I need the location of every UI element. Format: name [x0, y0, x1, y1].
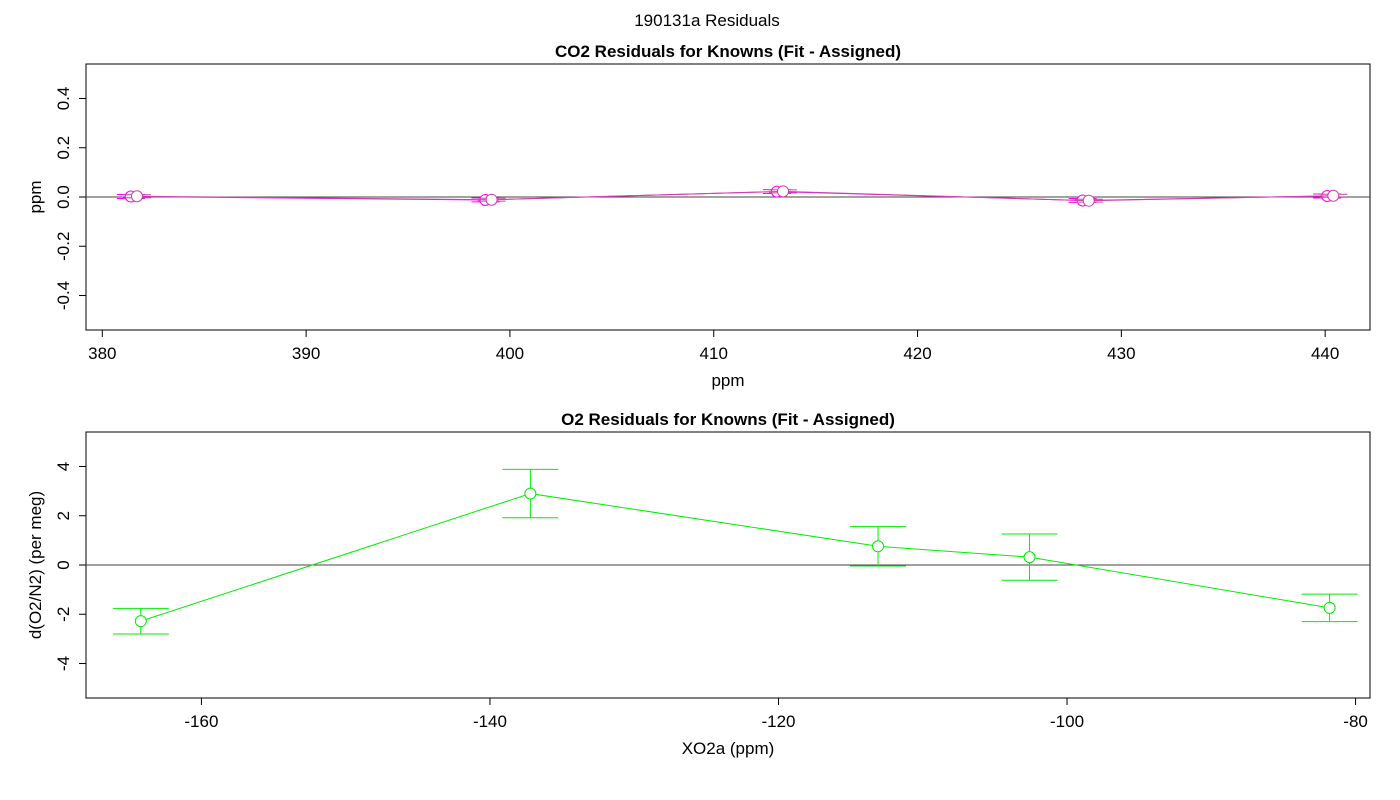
- suptitle: 190131a Residuals: [634, 11, 780, 30]
- o2-panel-title: O2 Residuals for Knowns (Fit - Assigned): [561, 410, 895, 429]
- co2-x-tick-label: 390: [292, 344, 320, 363]
- co2-data-point: [485, 193, 498, 206]
- co2-y-tick-label: -0.4: [54, 281, 73, 310]
- o2-y-tick-label: 0: [54, 560, 73, 569]
- o2-data-layer: [86, 468, 1370, 635]
- o2-x-tick-label: -100: [1050, 712, 1084, 731]
- co2-data-point: [130, 190, 143, 203]
- co2-x-tick-label: 380: [88, 344, 116, 363]
- co2-series-line: [136, 190, 1334, 202]
- co2-data-point: [777, 185, 790, 198]
- co2-x-tick-label: 410: [700, 344, 728, 363]
- o2-residuals-panel: O2 Residuals for Knowns (Fit - Assigned)…: [26, 410, 1371, 758]
- co2-x-tick-label: 440: [1311, 344, 1339, 363]
- co2-x-tick-label: 420: [903, 344, 931, 363]
- co2-y-ticks: -0.4 -0.2 0.0 0.2 0.4: [54, 87, 86, 310]
- o2-data-point: [872, 540, 885, 553]
- o2-x-axis-label: XO2a (ppm): [682, 739, 775, 758]
- o2-data-point: [134, 615, 147, 628]
- co2-data-point: [1327, 189, 1340, 202]
- o2-data-point: [1023, 551, 1036, 564]
- co2-x-ticks: 380 390 400 410 420 430 440: [88, 330, 1339, 363]
- o2-x-tick-label: -80: [1343, 712, 1368, 731]
- co2-y-axis-label: ppm: [26, 180, 45, 213]
- co2-y-tick-label: 0.0: [54, 185, 73, 209]
- o2-x-tick-label: -160: [184, 712, 218, 731]
- co2-panel-title: CO2 Residuals for Knowns (Fit - Assigned…: [555, 42, 901, 61]
- co2-data-point: [1082, 194, 1095, 207]
- o2-series-line: [140, 493, 1330, 622]
- co2-x-tick-label: 400: [496, 344, 524, 363]
- co2-y-tick-label: 0.4: [54, 87, 73, 111]
- o2-y-tick-label: -2: [54, 607, 73, 622]
- o2-y-tick-label: 2: [54, 511, 73, 520]
- co2-data-layer: [86, 185, 1370, 207]
- o2-y-tick-label: 4: [54, 462, 73, 471]
- o2-x-tick-label: -120: [761, 712, 795, 731]
- o2-data-point: [524, 487, 537, 500]
- o2-y-tick-label: -4: [54, 656, 73, 671]
- o2-x-ticks: -160 -140 -120 -100 -80: [184, 698, 1368, 731]
- co2-x-tick-label: 430: [1107, 344, 1135, 363]
- o2-y-ticks: -4 -2 0 2 4: [54, 462, 86, 671]
- co2-y-tick-label: -0.2: [54, 232, 73, 261]
- o2-x-tick-label: -140: [473, 712, 507, 731]
- co2-y-tick-label: 0.2: [54, 136, 73, 160]
- o2-y-axis-label: d(O2/N2) (per meg): [26, 491, 45, 639]
- co2-x-axis-label: ppm: [711, 371, 744, 390]
- o2-data-point: [1323, 601, 1336, 614]
- co2-residuals-panel: CO2 Residuals for Knowns (Fit - Assigned…: [26, 42, 1371, 390]
